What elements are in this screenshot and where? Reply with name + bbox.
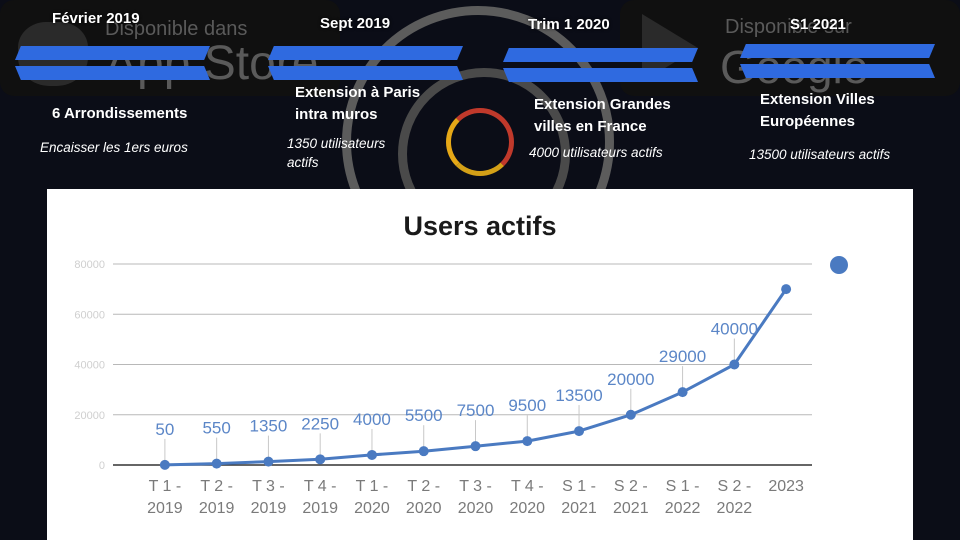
y-tick-label: 20000 xyxy=(74,410,105,422)
milestone-1-note: Encaisser les 1ers euros xyxy=(40,140,188,155)
y-tick-label: 60000 xyxy=(74,309,105,321)
milestone-3-note: 4000 utilisateurs actifs xyxy=(529,145,663,160)
y-tick-label: 80000 xyxy=(74,259,105,271)
data-label: 40000 xyxy=(711,320,758,339)
data-point xyxy=(315,454,326,465)
data-label: 2250 xyxy=(301,414,339,433)
legend-marker xyxy=(830,256,848,274)
chart-card: Users actifs 0 20000 40000 60000 80000 50 550 1… xyxy=(47,189,913,540)
x-tick-label: S 2 -2022 xyxy=(717,478,753,517)
decorative-ring-inner xyxy=(446,108,514,176)
y-tick-label: 0 xyxy=(99,460,105,472)
data-point xyxy=(677,387,688,398)
app-store-name: App Store xyxy=(105,37,319,90)
x-tick-label: S 1 -2021 xyxy=(561,478,597,517)
google-play-subtitle: Disponible sur xyxy=(725,16,852,38)
x-tick-label: T 4 -2019 xyxy=(302,478,338,517)
milestone-4-title: Extension Villes Européennes xyxy=(760,91,875,130)
users-chart: Users actifs 0 20000 40000 60000 80000 50 550 1… xyxy=(74,211,812,517)
timeline-ribbon-4 xyxy=(740,44,935,78)
data-label: 1350 xyxy=(250,417,288,436)
timeline-ribbon-2 xyxy=(268,46,463,80)
data-point xyxy=(522,436,533,447)
data-point xyxy=(366,449,377,460)
data-point xyxy=(625,409,636,420)
data-point xyxy=(781,284,792,295)
milestone-3-date: Trim 1 2020 xyxy=(528,16,610,33)
data-label: 20000 xyxy=(607,370,654,389)
x-tick-label: T 2 -2019 xyxy=(199,478,235,517)
x-tick-label: T 2 -2020 xyxy=(406,478,442,517)
milestone-1-title: 6 Arrondissements xyxy=(52,105,188,122)
x-tick-label: S 2 -2021 xyxy=(613,478,649,517)
data-label: 50 xyxy=(155,420,174,439)
data-label: 4000 xyxy=(353,410,391,429)
data-point xyxy=(574,426,585,437)
milestone-4-date: S1 2021 xyxy=(790,16,846,33)
milestone-2-title: Extension à Paris intra muros xyxy=(295,84,421,123)
x-tick-label: T 3 -2019 xyxy=(251,478,287,517)
x-tick-label: S 1 -2022 xyxy=(665,478,701,517)
data-label: 13500 xyxy=(555,386,602,405)
x-tick-label: T 3 -2020 xyxy=(458,478,494,517)
x-tick-label: 2023 xyxy=(768,478,804,495)
x-tick-label: T 1 -2020 xyxy=(354,478,390,517)
app-store-subtitle: Disponible dans xyxy=(105,18,248,40)
chart-title: Users actifs xyxy=(403,211,556,241)
data-point xyxy=(159,459,170,470)
data-point xyxy=(263,456,274,467)
x-tick-label: T 4 -2020 xyxy=(509,478,545,517)
data-point xyxy=(729,359,740,370)
data-label: 550 xyxy=(202,419,230,438)
milestone-2-note: 1350 utilisateurs actifs xyxy=(287,136,386,170)
y-tick-label: 40000 xyxy=(74,360,105,372)
data-label: 29000 xyxy=(659,347,706,366)
timeline-ribbon-1 xyxy=(15,46,210,80)
data-point xyxy=(470,441,481,452)
milestone-1-date: Février 2019 xyxy=(52,10,140,27)
milestone-2-date: Sept 2019 xyxy=(320,15,391,32)
milestone-3-title: Extension Grandes villes en France xyxy=(534,96,671,135)
timeline-ribbon-3 xyxy=(503,48,698,82)
data-label: 9500 xyxy=(508,396,546,415)
data-label: 7500 xyxy=(457,401,495,420)
data-point xyxy=(211,458,222,469)
x-tick-label: T 1 -2019 xyxy=(147,478,183,517)
data-label: 5500 xyxy=(405,406,443,425)
data-point xyxy=(418,446,429,457)
milestone-4-note: 13500 utilisateurs actifs xyxy=(749,147,891,162)
